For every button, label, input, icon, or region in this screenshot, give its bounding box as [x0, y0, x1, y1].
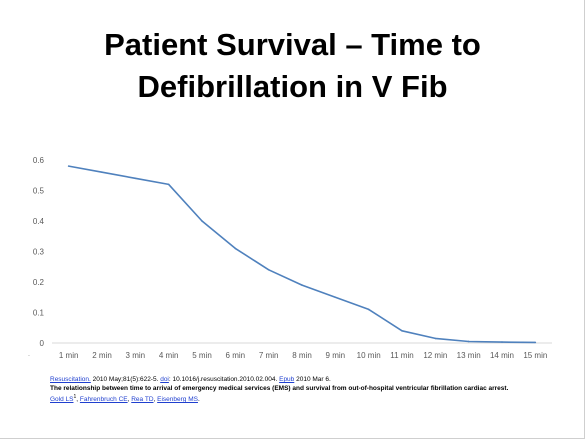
y-tick-label: 0.2: [33, 278, 45, 287]
x-tick-label: 4 min: [159, 351, 179, 360]
author-separator-1: ,: [76, 396, 80, 404]
author-separator-3: ,: [153, 396, 158, 404]
x-tick-label: 15 min: [523, 351, 547, 360]
x-tick-label: 12 min: [423, 351, 447, 360]
data-point: [267, 269, 270, 271]
author-affiliation-mark: 1: [73, 394, 77, 400]
y-tick-label: 0.5: [33, 187, 45, 196]
x-tick-label: 14 min: [490, 351, 514, 360]
series-lines: [67, 165, 537, 344]
data-point: [234, 247, 237, 250]
x-axis-labels: 1 min 2 min 3 min 4 min 5 min 6 min 7 min 8 min…: [59, 351, 547, 360]
data-point: [334, 296, 337, 299]
author-link-4[interactable]: Eisenberg MS: [157, 396, 198, 404]
series-line: [68, 165, 536, 344]
data-point: [467, 340, 470, 343]
axis-corner-mark: .: [28, 351, 30, 358]
epub-link[interactable]: Epub: [279, 376, 295, 383]
y-tick-label: 0.4: [33, 217, 45, 226]
data-point: [367, 308, 370, 311]
epub-date: 2010 Mar 6.: [294, 376, 331, 383]
data-point: [134, 177, 137, 180]
y-tick-label: 0.6: [33, 156, 45, 165]
authors-row: Gold LS1, Fahrenbruch CE, Rea TD, Eisenb…: [50, 393, 550, 404]
data-point: [101, 171, 103, 173]
citation-source-row: Resuscitation. 2010 May;81(5):622-5. doi…: [50, 375, 550, 384]
y-tick-label: 0: [40, 339, 45, 348]
y-tick-label: 0.1: [33, 309, 45, 318]
slide-title: Patient Survival – Time to Defibrillatio…: [0, 24, 585, 108]
x-tick-label: 10 min: [357, 351, 381, 360]
journal-link[interactable]: Resuscitation.: [50, 376, 91, 383]
y-tick-label: 0.3: [33, 248, 45, 257]
data-point: [534, 341, 537, 344]
data-point: [201, 220, 203, 222]
x-tick-label: 13 min: [457, 351, 481, 360]
x-tick-label: 6 min: [226, 351, 246, 360]
data-point: [401, 330, 403, 332]
doi-value: : 10.1016/j.resuscitation.2010.02.004.: [168, 376, 280, 383]
data-point: [67, 165, 70, 167]
data-point: [301, 284, 303, 286]
data-point: [501, 341, 503, 343]
article-title: The relationship between time to arrival…: [50, 385, 509, 392]
x-tick-label: 9 min: [326, 351, 346, 360]
slide-title-line-2: Defibrillation in V Fib: [137, 69, 448, 104]
y-axis-labels: 0 0.1 0.2 0.3 0.4 0.5 0.6: [33, 156, 45, 348]
data-point: [167, 183, 170, 186]
author-separator-2: ,: [127, 396, 132, 404]
x-tick-label: 5 min: [192, 351, 212, 360]
citation: Resuscitation. 2010 May;81(5):622-5. doi…: [50, 375, 550, 404]
doi-link[interactable]: doi: [160, 376, 169, 383]
author-link-3[interactable]: Rea TD: [131, 396, 154, 404]
citation-details: 2010 May;81(5):622-5.: [90, 376, 161, 383]
x-tick-label: 3 min: [126, 351, 146, 360]
x-tick-label: 7 min: [259, 351, 279, 360]
authors-end-mark: .: [197, 396, 200, 404]
x-tick-label: 1 min: [59, 351, 79, 360]
author-link-1[interactable]: Gold LS: [50, 396, 74, 404]
slide-title-line-1: Patient Survival – Time to: [104, 27, 481, 62]
x-tick-label: 8 min: [292, 351, 312, 360]
author-link-2[interactable]: Fahrenbruch CE: [79, 396, 128, 404]
x-tick-label: 11 min: [390, 351, 413, 360]
x-tick-label: 2 min: [92, 351, 112, 360]
data-point: [434, 337, 437, 340]
